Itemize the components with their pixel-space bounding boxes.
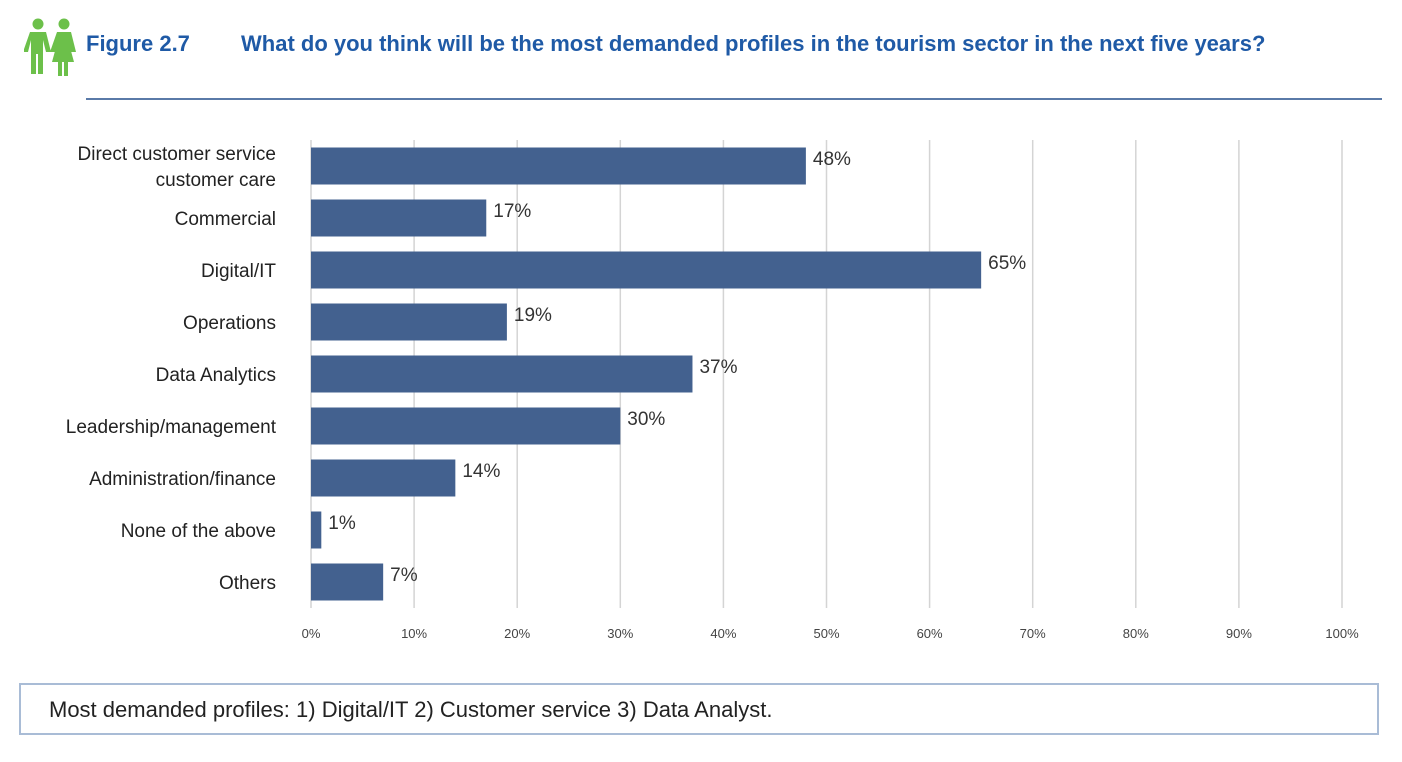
value-label: 19% bbox=[514, 305, 552, 326]
x-tick-label: 80% bbox=[1123, 626, 1149, 641]
bar bbox=[311, 563, 384, 601]
x-tick-label: 100% bbox=[1325, 626, 1359, 641]
x-axis-ticks: 0% 10% 20% 30% 40% 50% 60% 70% 80% 90% 100% bbox=[302, 626, 1359, 641]
bar bbox=[311, 251, 982, 289]
bar bbox=[311, 511, 322, 549]
bar bbox=[311, 355, 693, 393]
x-tick-label: 90% bbox=[1226, 626, 1252, 641]
bar bbox=[311, 407, 621, 445]
value-label: 1% bbox=[328, 513, 356, 534]
value-label: 37% bbox=[699, 357, 737, 378]
category-label: Leadership/management bbox=[66, 417, 277, 438]
category-label: Others bbox=[219, 573, 276, 594]
header-divider bbox=[86, 98, 1382, 100]
bar-chart: Direct customer service customer care Comm… bbox=[66, 140, 1359, 641]
category-labels: Direct customer service customer care Comm… bbox=[66, 144, 277, 594]
figure-label: Figure 2.7 bbox=[86, 31, 190, 56]
value-label: 48% bbox=[813, 149, 851, 170]
category-label: Operations bbox=[183, 313, 276, 334]
value-labels: 48% 17% 65% 19% 37% 30% 14% 1% 7% bbox=[328, 149, 1026, 586]
category-label: Administration/finance bbox=[89, 469, 276, 490]
value-label: 7% bbox=[390, 565, 418, 586]
x-tick-label: 60% bbox=[917, 626, 943, 641]
summary-note-text: Most demanded profiles: 1) Digital/IT 2)… bbox=[49, 697, 773, 722]
category-label: Digital/IT bbox=[201, 261, 276, 282]
summary-note: Most demanded profiles: 1) Digital/IT 2)… bbox=[19, 683, 1379, 735]
category-label: None of the above bbox=[121, 521, 276, 542]
x-tick-label: 10% bbox=[401, 626, 427, 641]
x-tick-label: 20% bbox=[504, 626, 530, 641]
value-label: 14% bbox=[462, 461, 500, 482]
bar bbox=[311, 147, 806, 185]
x-tick-label: 30% bbox=[607, 626, 633, 641]
value-label: 65% bbox=[988, 253, 1026, 274]
bar bbox=[311, 199, 487, 237]
people-icon bbox=[24, 18, 76, 76]
bar bbox=[311, 459, 456, 497]
x-tick-label: 70% bbox=[1020, 626, 1046, 641]
x-tick-label: 0% bbox=[302, 626, 321, 641]
category-label: Data Analytics bbox=[156, 365, 276, 386]
bar bbox=[311, 303, 507, 341]
value-label: 30% bbox=[627, 409, 665, 430]
figure-title: What do you think will be the most deman… bbox=[241, 31, 1266, 56]
x-tick-label: 40% bbox=[710, 626, 736, 641]
bars bbox=[311, 147, 982, 601]
value-label: 17% bbox=[493, 201, 531, 222]
x-tick-label: 50% bbox=[813, 626, 839, 641]
figure-header: Figure 2.7 What do you think will be the… bbox=[0, 0, 1402, 102]
category-label: Commercial bbox=[175, 209, 276, 230]
category-label: Direct customer service customer care bbox=[78, 144, 277, 191]
